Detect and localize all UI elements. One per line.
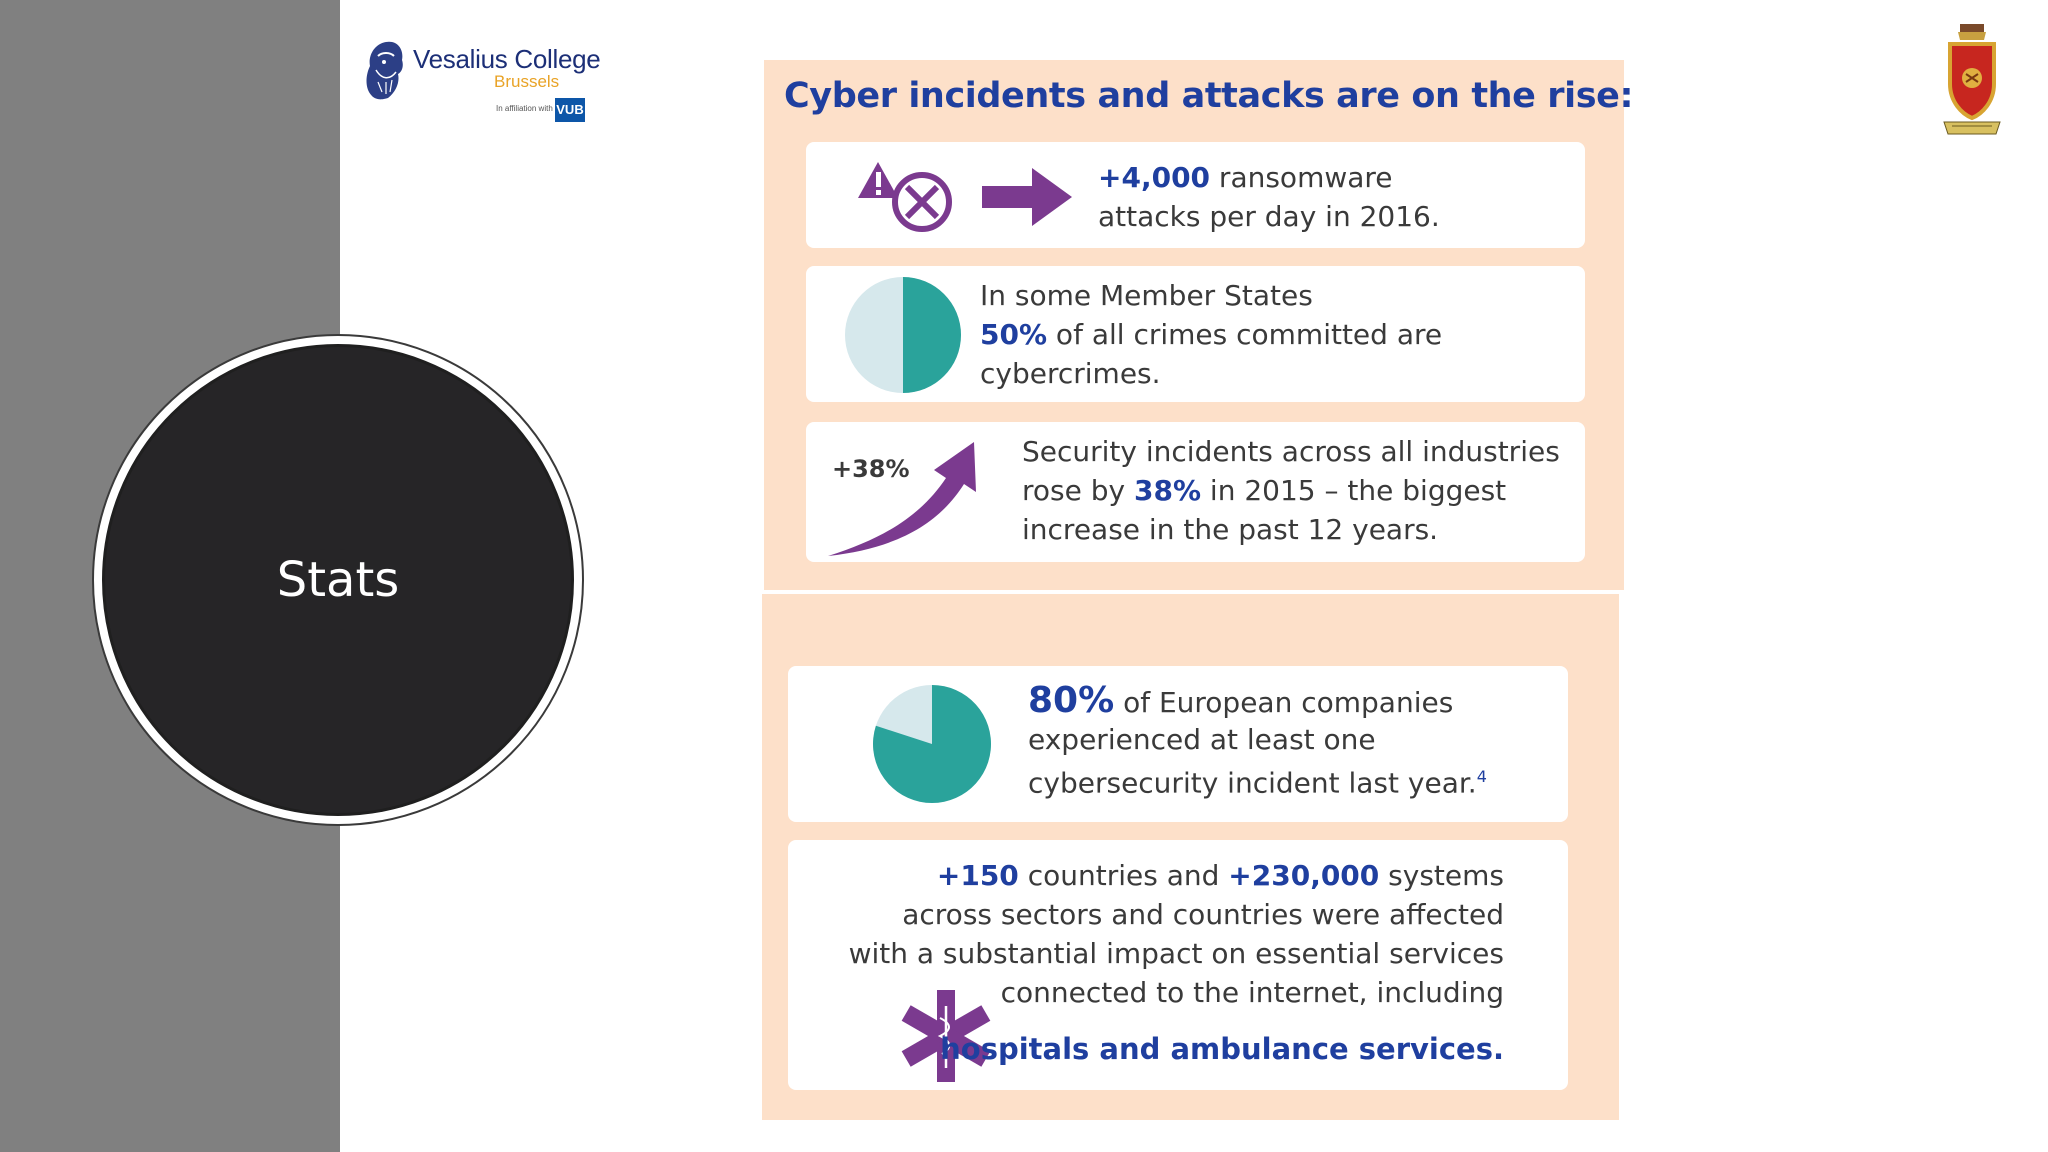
college-crest-icon	[1943, 24, 2001, 135]
college-logo: Vesalius College Brussels In affiliation…	[358, 36, 601, 132]
security-line2-pre: rose by	[1022, 474, 1134, 507]
wannacry-text: +150 countries and +230,000 systems acro…	[849, 856, 1504, 1012]
crimes-stat: 50%	[980, 318, 1048, 351]
companies-text: 80% of European companies experienced at…	[1028, 682, 1487, 801]
warning-triangle-icon	[858, 162, 952, 232]
ransomware-card: +4,000 ransomware attacks per day in 201…	[806, 142, 1585, 248]
systems-stat: +230,000	[1228, 859, 1380, 892]
countries-stat: +150	[936, 859, 1019, 892]
crimes-line2: of all crimes committed are	[1047, 318, 1443, 351]
trending-up-arrow-icon	[828, 442, 976, 556]
wannacry-mid: countries and	[1018, 859, 1229, 892]
wannacry-line2: across sectors and countries were affect…	[902, 898, 1504, 931]
section-circle: Stats	[102, 344, 574, 816]
companies-stat: 80%	[1028, 680, 1115, 721]
bearded-head-logo-icon	[366, 41, 403, 100]
security-text: Security incidents across all industries…	[1022, 432, 1560, 549]
hospitals-text: hospitals and ambulance services.	[940, 1032, 1504, 1066]
college-city: Brussels	[494, 72, 560, 91]
security-line1: Security incidents across all industries	[1022, 435, 1560, 468]
ransomware-text: +4,000 ransomware attacks per day in 201…	[1098, 158, 1440, 236]
ransomware-stat: +4,000	[1098, 161, 1211, 194]
security-card: +38% Security incidents across all indus…	[806, 422, 1585, 562]
right-arrow-icon	[982, 168, 1072, 226]
arrow-label: +38%	[832, 455, 910, 483]
companies-line3: cybersecurity incident last year.	[1028, 766, 1477, 800]
wannacry-card: +150 countries and +230,000 systems acro…	[788, 840, 1568, 1090]
wannacry-line4: connected to the internet, including	[1000, 976, 1504, 1009]
star-of-life-icon	[901, 990, 991, 1082]
crimes-line1: In some Member States	[980, 279, 1313, 312]
companies-pie-slice	[873, 685, 991, 803]
crimes-pie-slice	[903, 277, 961, 393]
companies-line1: of European companies	[1114, 686, 1454, 719]
infographic-title: Cyber incidents and attacks are on the r…	[784, 76, 1634, 116]
crimes-text: In some Member States 50% of all crimes …	[980, 276, 1442, 393]
companies-pie-chart-icon	[873, 685, 991, 803]
wannacry-line1: systems	[1379, 859, 1504, 892]
college-name: Vesalius College	[413, 44, 601, 74]
ransomware-line2: attacks per day in 2016.	[1098, 200, 1440, 233]
pie-chart-icon	[845, 277, 961, 393]
security-stat: 38%	[1134, 474, 1202, 507]
affiliation-text: In affiliation with	[496, 104, 553, 113]
companies-line2: experienced at least one	[1028, 723, 1376, 756]
impact-panel: 80% of European companies experienced at…	[762, 594, 1619, 1120]
crimes-card: In some Member States 50% of all crimes …	[806, 266, 1585, 402]
section-title: Stats	[276, 552, 400, 608]
ransomware-line1: ransomware	[1210, 161, 1393, 194]
incidents-panel: Cyber incidents and attacks are on the r…	[764, 60, 1634, 590]
companies-footnote: 4	[1476, 767, 1487, 786]
wannacry-line3: with a substantial impact on essential s…	[848, 937, 1504, 970]
companies-card: 80% of European companies experienced at…	[788, 666, 1568, 822]
vub-badge: VUB	[555, 98, 585, 122]
security-line3: increase in the past 12 years.	[1022, 513, 1439, 546]
security-line2-post: in 2015 – the biggest	[1201, 474, 1507, 507]
crimes-line3: cybercrimes.	[980, 357, 1161, 390]
